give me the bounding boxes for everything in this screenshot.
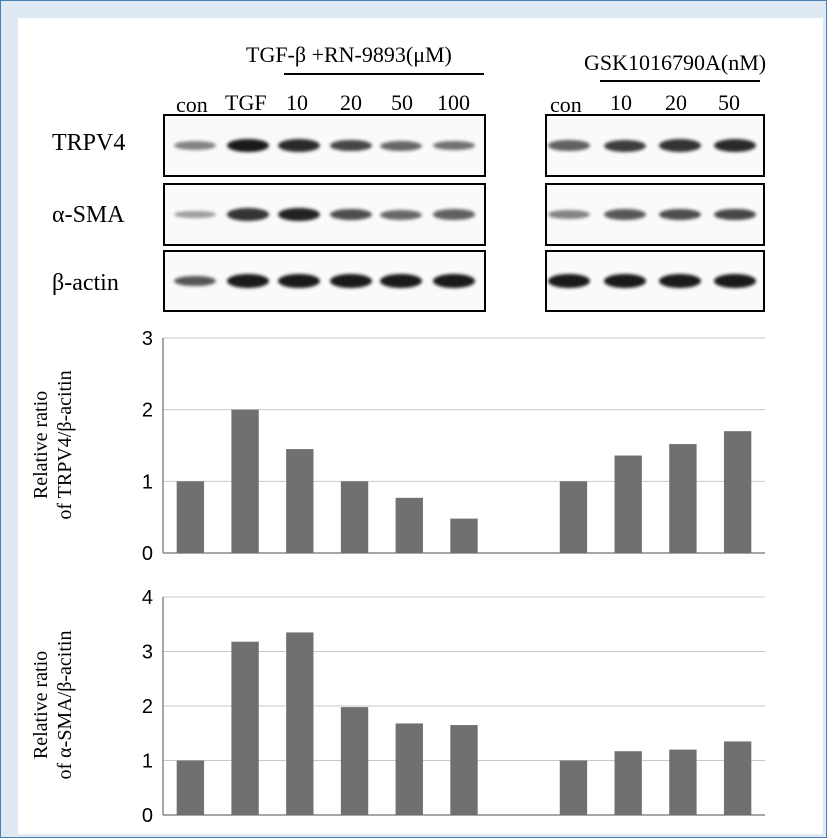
bar <box>614 455 642 553</box>
lane-label: 10 <box>286 90 308 115</box>
y-tick-label: 3 <box>142 642 153 664</box>
blot-band <box>380 209 422 220</box>
y-axis-label: Relative ratio of TRPV4/β-acitin <box>30 370 76 519</box>
y-tick-label: 4 <box>142 587 153 609</box>
bar <box>231 409 259 553</box>
y-axis-label: Relative ratio of α-SMA/β-acitin <box>30 631 76 780</box>
bar <box>395 497 423 553</box>
blot-band <box>659 139 701 152</box>
group2-header: GSK1016790A(nM) <box>584 50 767 75</box>
bar <box>286 449 314 553</box>
blot-band <box>714 208 756 221</box>
y-axis-label-line2: of α-SMA/β-acitin <box>54 631 76 780</box>
protein-label-trpv4: TRPV4 <box>52 130 126 156</box>
bar <box>450 725 478 815</box>
group1-header: TGF-β +RN-9893(μM) <box>246 42 452 67</box>
blot-band <box>330 139 372 152</box>
blot-band <box>433 140 475 151</box>
blot-band <box>659 274 701 288</box>
bar <box>723 431 752 553</box>
bar <box>286 632 314 815</box>
blot-band <box>714 274 756 288</box>
bar <box>340 481 369 553</box>
lane-label: 50 <box>718 90 740 115</box>
protein-label-bactin: β-actin <box>52 270 119 296</box>
blot-panel-trpv4-rn9893 <box>163 114 486 177</box>
y-axis-label-line1: Relative ratio <box>30 391 52 499</box>
y-tick-label: 0 <box>142 805 153 827</box>
bar <box>176 481 205 553</box>
y-tick-label: 1 <box>142 471 153 493</box>
blot-band <box>604 139 646 152</box>
lane-label: con <box>176 92 208 117</box>
blot-band <box>659 208 701 221</box>
blot-band <box>604 274 646 288</box>
lane-label: 20 <box>340 90 362 115</box>
blot-band <box>227 208 269 221</box>
blot-band <box>174 210 216 219</box>
bar <box>450 518 478 553</box>
blot-panel-trpv4-gsk <box>545 114 765 177</box>
lane-label: TGF <box>225 90 267 115</box>
blot-band <box>714 139 756 152</box>
lane-label: con <box>550 92 582 117</box>
lane-label: 100 <box>437 90 470 115</box>
bar <box>559 481 588 553</box>
blot-band <box>174 275 216 287</box>
blot-band <box>433 209 475 220</box>
blot-band <box>278 139 320 152</box>
bar <box>669 749 697 815</box>
blot-band <box>278 207 320 222</box>
blot-band <box>174 141 216 150</box>
y-tick-label: 2 <box>142 400 153 422</box>
bar <box>231 641 259 815</box>
blot-band <box>380 140 422 151</box>
lane-label: 50 <box>391 90 413 115</box>
blot-panel-bactin-rn9893 <box>163 250 486 312</box>
bar <box>723 741 752 815</box>
blot-band <box>548 210 590 219</box>
y-axis-label-line1: Relative ratio <box>30 651 52 759</box>
blot-band <box>548 274 590 288</box>
y-tick-label: 0 <box>142 543 153 565</box>
blot-band <box>278 274 320 288</box>
bar <box>669 444 697 553</box>
blot-panel-asma-gsk <box>545 183 765 246</box>
blot-panel-bactin-gsk <box>545 250 765 312</box>
bar <box>559 760 588 815</box>
blot-band <box>330 274 372 288</box>
bar <box>176 760 205 815</box>
protein-label-asma: α-SMA <box>52 202 125 228</box>
blot-band <box>330 208 372 221</box>
blot-band <box>548 140 590 151</box>
blot-band <box>227 274 269 288</box>
blot-band <box>380 274 422 288</box>
group1-header-line <box>284 73 484 75</box>
lane-label: 10 <box>610 90 632 115</box>
lane-label: 20 <box>665 90 687 115</box>
blot-panel-asma-rn9893 <box>163 183 486 246</box>
blot-band <box>227 138 269 153</box>
blot-band <box>433 274 475 288</box>
y-tick-label: 1 <box>142 751 153 773</box>
bar <box>614 751 642 815</box>
blot-band <box>604 209 646 220</box>
y-tick-label: 2 <box>142 696 153 718</box>
y-axis-label-line2: of TRPV4/β-acitin <box>54 370 76 519</box>
y-tick-label: 3 <box>142 328 153 350</box>
bar <box>395 723 423 815</box>
group2-header-line <box>600 80 760 82</box>
bar <box>340 707 369 815</box>
